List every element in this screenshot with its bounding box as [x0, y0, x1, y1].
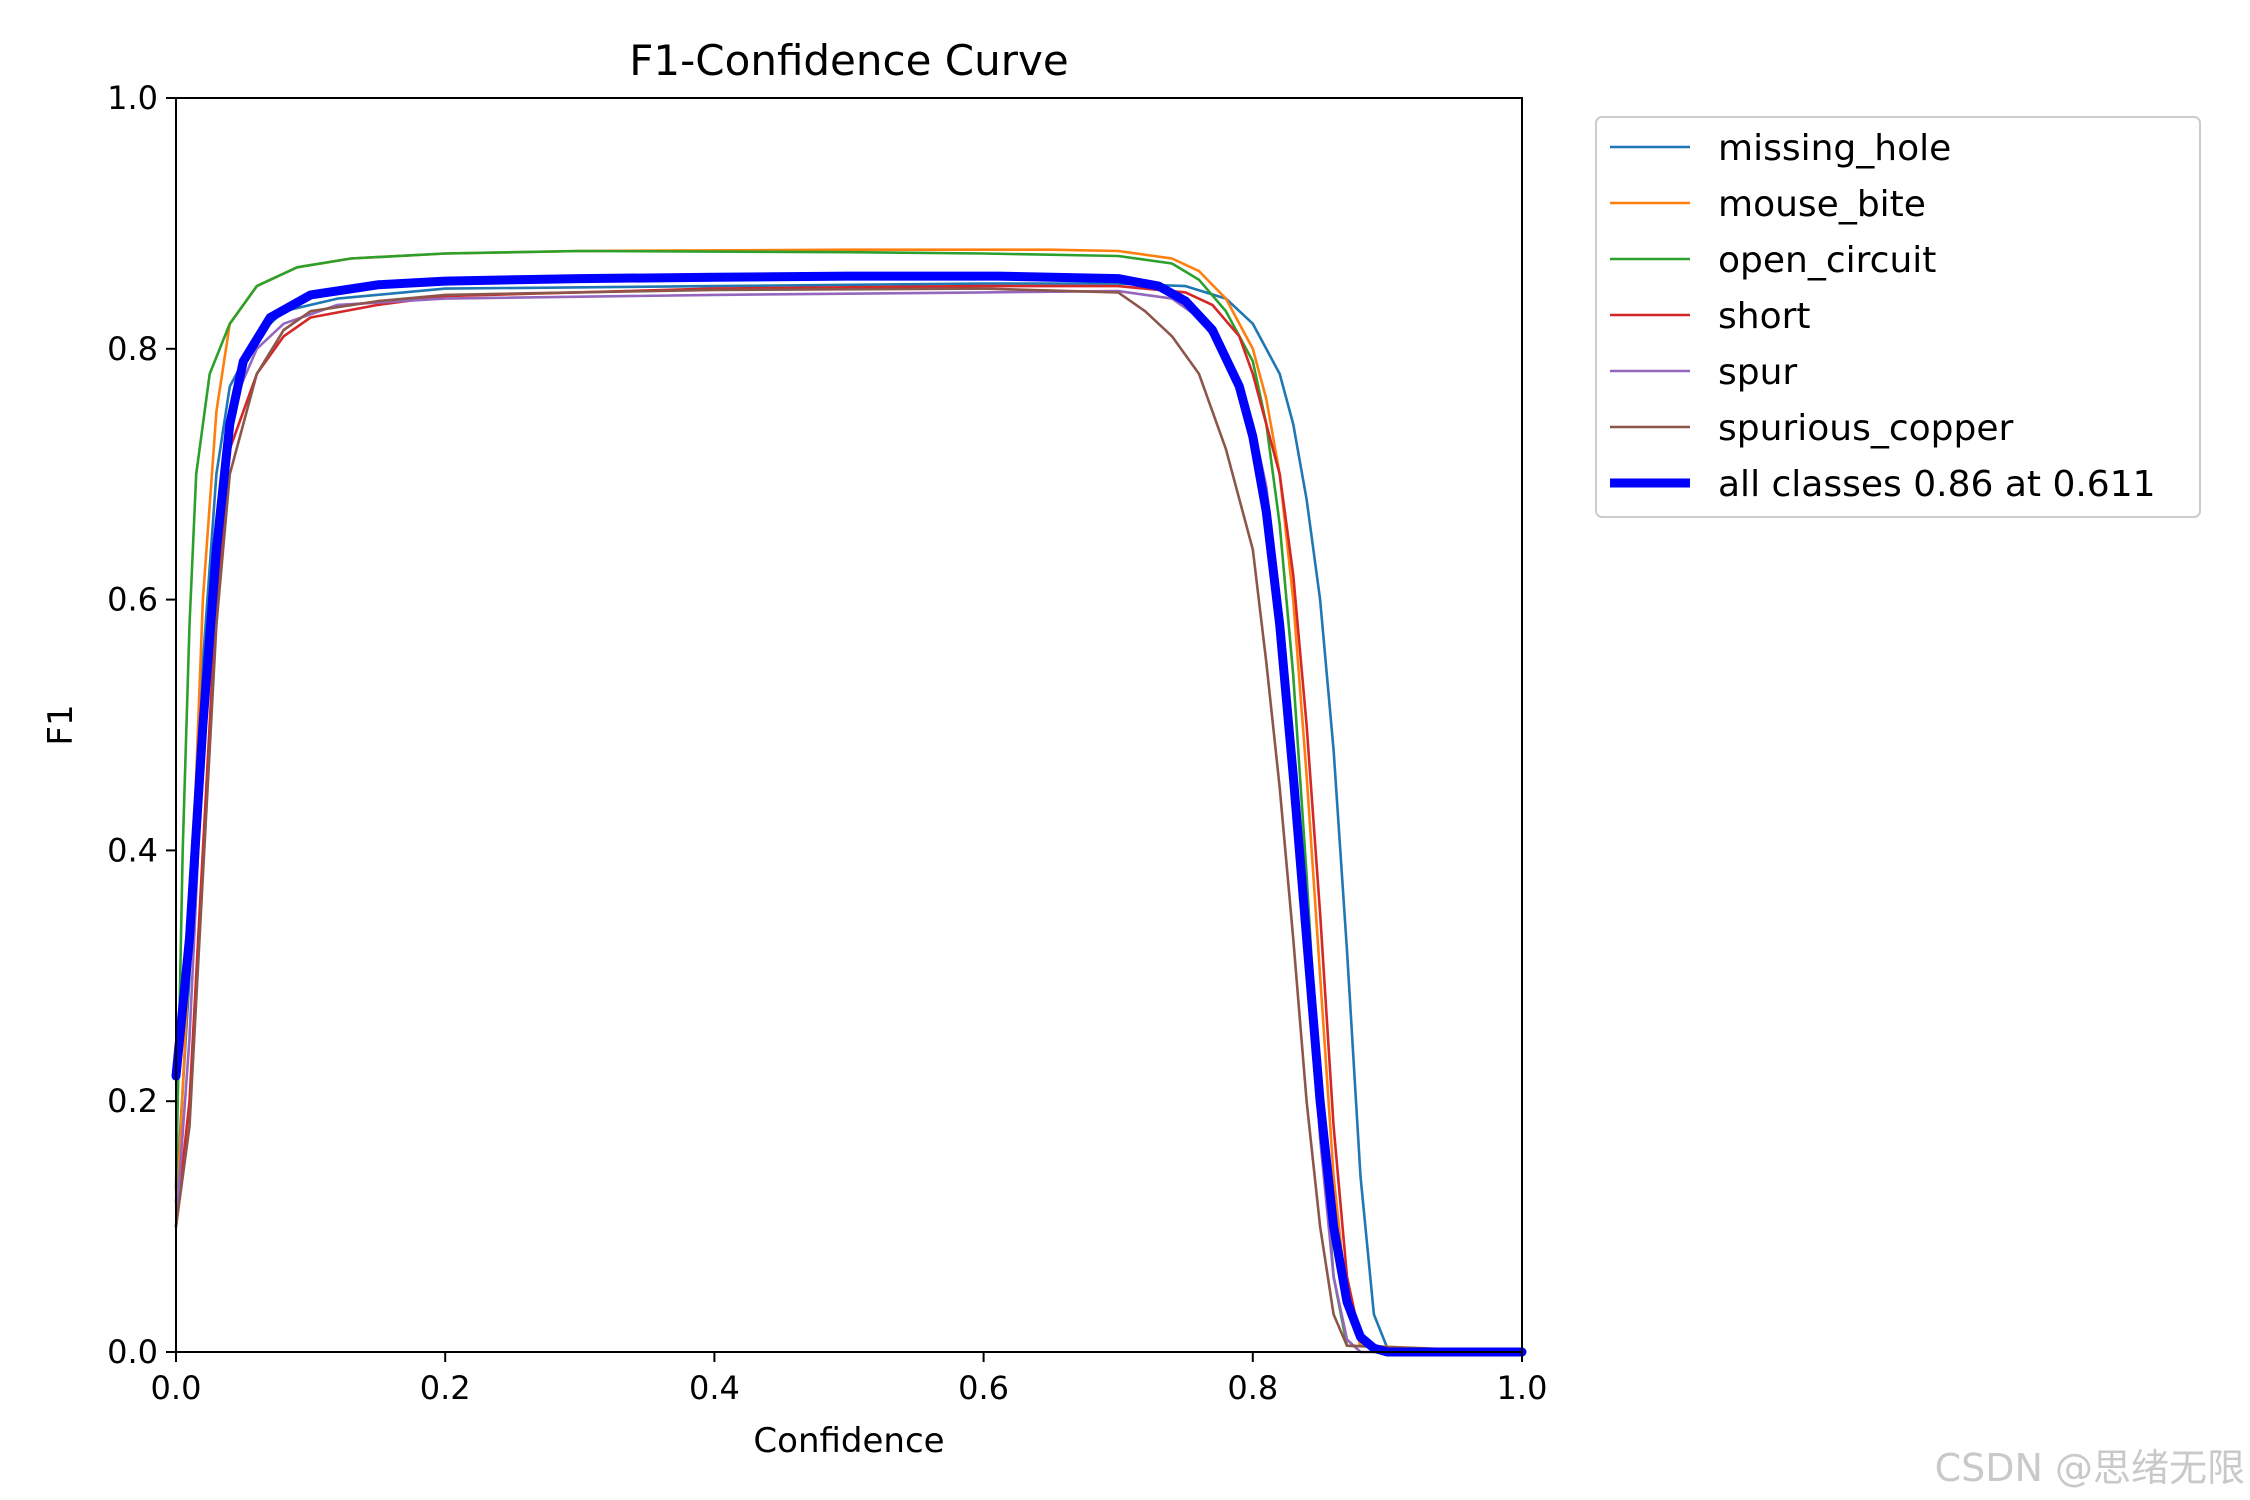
- series-layer: [171, 248, 1527, 1357]
- series-line-spur: [174, 289, 1524, 1354]
- series-line-mouse-bite: [174, 248, 1524, 1354]
- series-line-open-circuit: [174, 249, 1524, 1354]
- y-tick-label: 0.4: [107, 831, 158, 869]
- y-axis-label: F1: [41, 704, 81, 745]
- x-tick-label: 0.0: [151, 1369, 202, 1407]
- watermark-text: CSDN @思绪无限: [1935, 1446, 2245, 1490]
- y-tick-label: 0.8: [107, 330, 158, 368]
- y-tick-label: 1.0: [107, 79, 158, 117]
- legend-label: open_circuit: [1718, 240, 1936, 281]
- x-tick-label: 0.6: [958, 1369, 1009, 1407]
- y-axis-ticks: 0.0 0.2 0.4 0.6 0.8 1.0: [107, 79, 176, 1371]
- x-axis-ticks: 0.0 0.2 0.4 0.6 0.8 1.0: [151, 1352, 1548, 1407]
- legend-box: [1595, 116, 2201, 518]
- x-tick-label: 0.4: [689, 1369, 740, 1407]
- series-line-missing-hole: [174, 282, 1524, 1354]
- y-tick-label: 0.6: [107, 581, 158, 619]
- y-tick-label: 0.0: [107, 1333, 158, 1371]
- x-tick-label: 0.8: [1227, 1369, 1278, 1407]
- series-line-spurious-copper: [174, 287, 1524, 1354]
- series-line-all: [171, 271, 1527, 1357]
- legend-label: mouse_bite: [1718, 184, 1926, 225]
- legend-label: spur: [1718, 352, 1797, 393]
- legend-label: spurious_copper: [1718, 408, 2013, 449]
- x-tick-label: 1.0: [1497, 1369, 1548, 1407]
- x-tick-label: 0.2: [420, 1369, 471, 1407]
- chart-title: F1-Confidence Curve: [629, 36, 1068, 85]
- plot-frame: [175, 97, 1523, 1353]
- series-line-short: [174, 284, 1524, 1354]
- y-tick-label: 0.2: [107, 1082, 158, 1120]
- legend-label: all classes 0.86 at 0.611: [1718, 464, 2156, 505]
- legend-label: short: [1718, 296, 1811, 337]
- x-axis-label: Confidence: [753, 1421, 944, 1461]
- legend-label: missing_hole: [1718, 128, 1951, 169]
